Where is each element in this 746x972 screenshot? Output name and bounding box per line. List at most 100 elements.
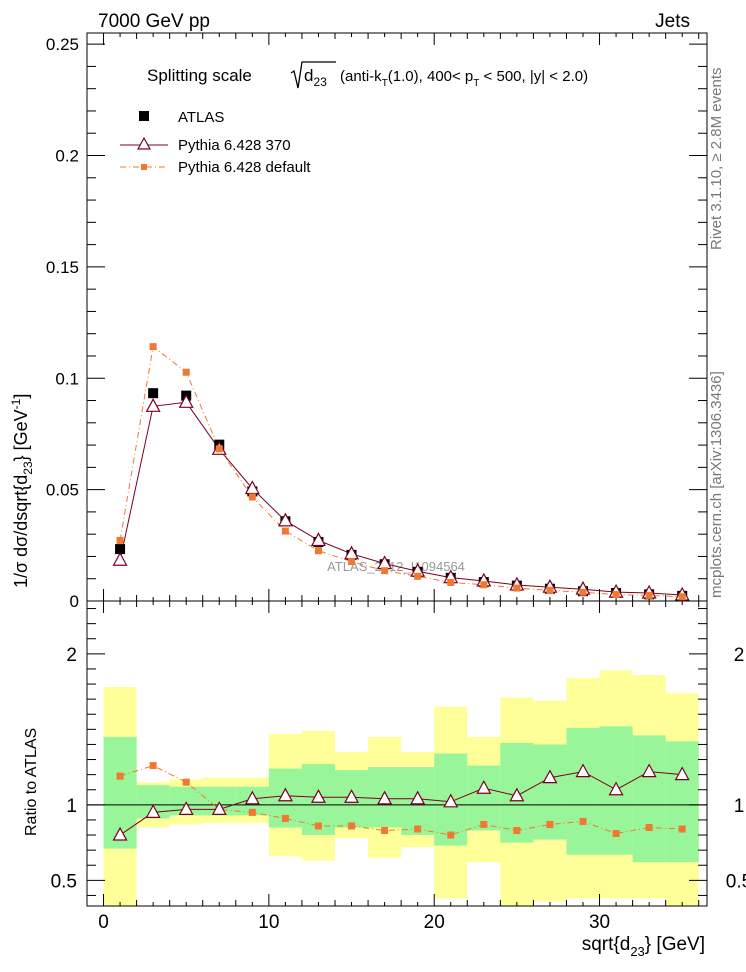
main-ylabel-sub: 23 (21, 461, 35, 475)
title-paren-open: (anti-k (340, 68, 382, 85)
ratio-point-pythia-default (149, 762, 157, 770)
ratio-point-pythia-default (248, 808, 256, 816)
main-point-pythia-370 (310, 532, 326, 547)
ratio-point-pythia-default (579, 817, 587, 825)
title-k-sub: T (382, 78, 388, 89)
title-sqrt-sign (290, 61, 336, 89)
legend-label-pythia-default: Pythia 6.428 default (178, 159, 311, 176)
title-pre: Splitting scale (147, 66, 252, 85)
ratio-point-pythia-default (414, 825, 422, 833)
main-line-pythia-default (119, 345, 683, 598)
main-ylabel-post: ] (11, 394, 31, 399)
main-point-pythia-370 (277, 512, 293, 527)
title-post: < 500, |y| < 2.0) (479, 68, 588, 85)
ratio-point-pythia-370 (410, 790, 426, 805)
xlabel-post: } [GeV] (645, 934, 705, 955)
legend-marker-pythia-370 (136, 136, 152, 150)
main-point-pythia-default (579, 588, 587, 596)
x-axis-label: sqrt{d23} [GeV] (582, 934, 705, 959)
ratio-point-pythia-default (182, 778, 190, 786)
main-point-pythia-370 (112, 551, 128, 566)
ratio-point-pythia-370 (476, 779, 492, 794)
ratio-y-tick-label-left: 0.5 (51, 871, 77, 892)
main-y-tick-label: 0.15 (46, 258, 79, 277)
ratio-y-tick-label-left: 1 (66, 796, 77, 817)
ratio-point-pythia-370 (344, 789, 360, 803)
title-mid: (1.0), 400< p (388, 68, 473, 85)
main-y-tick-label: 0.2 (55, 147, 79, 166)
ratio-point-pythia-370 (542, 769, 558, 784)
ratio-point-pythia-370 (310, 789, 326, 803)
main-point-pythia-370 (145, 398, 161, 412)
ratio-point-pythia-default (678, 825, 686, 833)
main-point-pythia-default (281, 527, 289, 535)
mcplots-source-label: mcplots.cern.ch [arXiv:1306.3436] (708, 371, 725, 598)
main-point-pythia-default (414, 572, 422, 580)
legend-label-atlas: ATLAS (178, 109, 224, 126)
title-sqrt-content: d23 (304, 66, 327, 89)
ratio-band-inner (566, 727, 600, 855)
main-point-pythia-default (612, 591, 620, 599)
main-y-tick-label: 0.1 (55, 369, 79, 388)
main-ticks: 0 0.05 0.1 0.15 0.2 0.25 (46, 33, 707, 611)
header-left-label: 7000 GeV pp (98, 11, 210, 32)
main-ylabel-pre: 1/σ dσ/dsqrt{d (11, 475, 31, 588)
ratio-point-pythia-370 (145, 804, 161, 818)
title-p-sub: T (473, 78, 479, 89)
ratio-series-layer (112, 762, 690, 841)
ratio-y-tick-label-right: 1 (734, 796, 745, 817)
main-ylabel-mid: } [GeV (11, 409, 31, 461)
ratio-point-pythia-default (546, 820, 554, 828)
main-ylabel-sup: -1 (9, 398, 23, 409)
main-point-pythia-default (447, 579, 455, 587)
ratio-point-pythia-default (281, 814, 289, 822)
main-point-atlas (115, 544, 126, 555)
ratio-point-pythia-370 (608, 781, 624, 796)
ratio-point-pythia-default (447, 831, 455, 839)
xlabel-sub: 23 (630, 944, 644, 959)
ratio-y-tick-label-right: 2 (734, 645, 745, 666)
main-y-tick-label: 0.05 (46, 481, 79, 500)
main-point-pythia-370 (178, 394, 194, 408)
ratio-point-pythia-370 (178, 801, 194, 815)
ratio-point-pythia-370 (443, 793, 459, 808)
ratio-band-inner (665, 741, 699, 863)
main-point-pythia-default (116, 536, 124, 544)
ratio-point-pythia-370 (641, 763, 657, 778)
main-point-pythia-default (149, 343, 157, 351)
ratio-point-pythia-default (348, 822, 356, 830)
ratio-point-pythia-370 (509, 787, 525, 802)
ratio-ticks: 0.50.511220102030 (51, 601, 746, 933)
ratio-panel: 0.50.511220102030 Ratio to ATLAS sqrt{d2… (23, 600, 746, 959)
main-point-pythia-default (513, 584, 521, 592)
header-right-label: Jets (655, 11, 690, 32)
ratio-band-inner (467, 765, 501, 831)
ratio-y-tick-label-right: 0.5 (726, 871, 746, 892)
ratio-point-pythia-default (381, 827, 389, 835)
x-tick-label: 20 (424, 912, 445, 933)
title-rest: (anti-kT(1.0), 400< pT < 500, |y| < 2.0) (340, 68, 588, 89)
main-y-axis-label: 1/σ dσ/dsqrt{d23} [GeV-1] (9, 394, 35, 588)
ratio-point-pythia-370 (377, 790, 393, 805)
ratio-point-pythia-370 (244, 790, 260, 805)
ratio-y-axis-label: Ratio to ATLAS (23, 728, 40, 836)
ratio-point-pythia-370 (674, 766, 690, 781)
title-sqrt-base: d (304, 66, 313, 85)
ratio-point-pythia-default (116, 772, 124, 780)
ratio-point-pythia-default (612, 830, 620, 838)
legend-label-pythia-370: Pythia 6.428 370 (178, 137, 291, 154)
x-tick-label: 10 (258, 912, 279, 933)
title-sqrt-sub: 23 (313, 75, 327, 89)
main-point-pythia-default (480, 581, 488, 589)
chart-title: Splitting scale (147, 66, 252, 85)
ratio-point-pythia-default (480, 820, 488, 828)
main-panel: 00.050.10.150.20.25 ATLAS_2012_I1094564 … (9, 32, 708, 611)
main-point-pythia-default (678, 593, 686, 601)
main-y-tick-label: 0.25 (46, 35, 79, 54)
ratio-point-pythia-370 (575, 763, 591, 778)
main-point-pythia-default (215, 445, 223, 453)
ratio-point-pythia-370 (277, 787, 293, 802)
rivet-version-label: Rivet 3.1.10, ≥ 2.8M events (708, 68, 725, 251)
ratio-frame (86, 600, 708, 907)
